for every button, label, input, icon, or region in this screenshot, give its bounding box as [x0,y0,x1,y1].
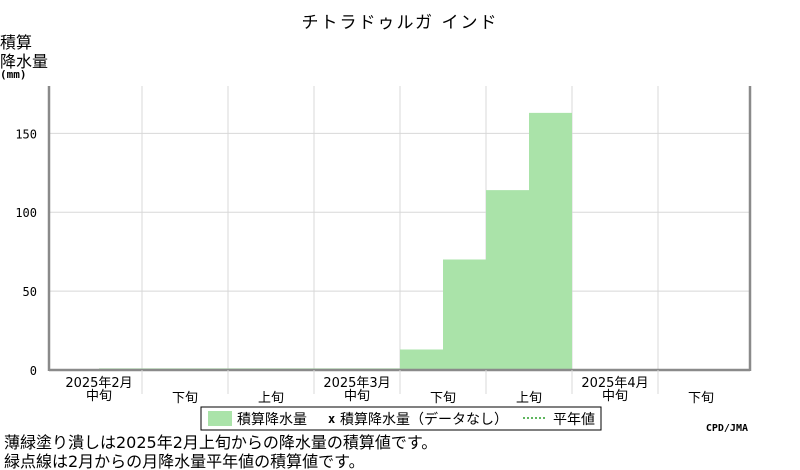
x-tick-dekad: 上旬 [516,391,542,406]
y-axis-unit: (mm) [0,68,27,81]
y-axis-label-line1: 積算 [0,33,32,52]
legend-marker-x: x [328,412,335,426]
data-area [56,112,572,371]
x-tick-dekad: 中旬 [86,389,112,404]
y-tick-label: 150 [15,127,37,141]
y-ticks: 0 50 100 150 [15,127,37,378]
legend-box [200,406,602,431]
x-tick-dekad: 下旬 [172,391,198,406]
x-tick-dekad: 下旬 [688,391,714,406]
footnote-1: 薄緑塗り潰しは2025年2月上旬からの降水量の積算値です。 [4,433,437,452]
y-tick-label: 0 [30,364,37,378]
y-tick-label: 50 [23,285,37,299]
x-tick-dekad: 下旬 [430,391,456,406]
gridlines [49,86,750,370]
x-tick-dekad: 上旬 [258,391,284,406]
x-tick-month: 2025年3月 [323,376,390,391]
legend-label-cumulative: 積算降水量 [237,412,307,428]
chart-title: チトラドゥルガ インド [302,13,499,33]
legend: 積算降水量 x 積算降水量（データなし） 平年値 [200,406,602,431]
y-axis-label-line2: 降水量 [0,52,48,71]
x-tick-dekad: 中旬 [344,389,370,404]
cumulative-precip-area [56,112,572,371]
legend-label-normal: 平年値 [553,412,595,428]
source-credit: CPD/JMA [706,423,748,434]
x-tick-month: 2025年2月 [65,376,132,391]
y-tick-label: 100 [15,206,37,220]
legend-swatch-area [208,411,232,426]
footnote-2: 緑点線は2月からの月降水量平年値の積算値です。 [4,452,365,470]
x-tick-dekad: 中旬 [602,389,628,404]
x-tick-month: 2025年4月 [581,376,648,391]
legend-label-missing: 積算降水量（データなし） [340,411,508,428]
